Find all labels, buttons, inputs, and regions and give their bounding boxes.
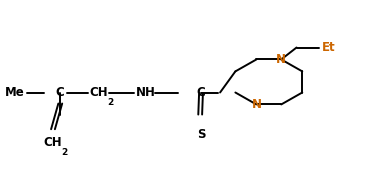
Text: N: N: [251, 98, 261, 111]
Text: 2: 2: [107, 98, 114, 107]
Text: Et: Et: [321, 41, 335, 54]
Text: Me: Me: [5, 86, 25, 99]
Text: C: C: [55, 86, 64, 99]
Text: NH: NH: [136, 86, 156, 99]
Text: CH: CH: [44, 136, 62, 149]
Text: C: C: [196, 86, 205, 99]
Text: S: S: [197, 128, 205, 141]
Text: 2: 2: [61, 148, 68, 157]
Text: N: N: [276, 53, 286, 66]
Text: CH: CH: [89, 86, 108, 99]
